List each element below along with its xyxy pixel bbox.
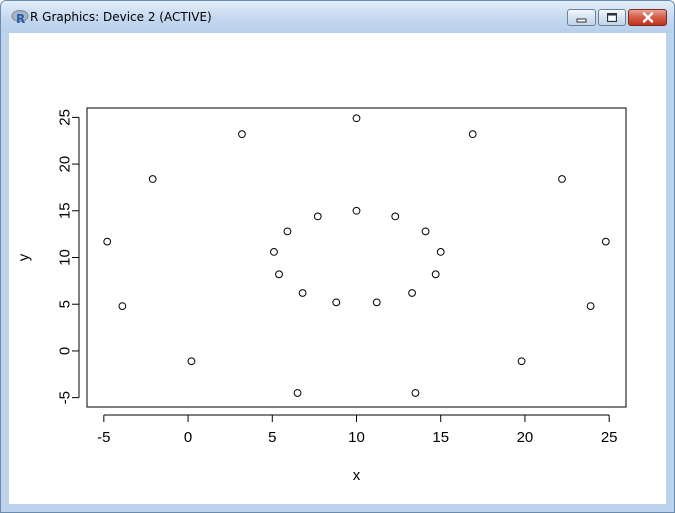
x-tick-label: 20	[517, 429, 534, 446]
data-point	[103, 237, 112, 246]
y-tick-label: 25	[57, 109, 74, 126]
y-tick-label: 15	[57, 202, 74, 219]
data-point	[436, 247, 445, 256]
data-point	[283, 227, 292, 236]
x-tick-label: 25	[601, 429, 618, 446]
data-point	[372, 298, 381, 307]
data-point	[468, 130, 477, 139]
minimize-icon	[576, 18, 586, 22]
y-tick-label: 10	[57, 249, 74, 266]
data-point	[352, 206, 361, 215]
data-point	[332, 298, 341, 307]
maximize-icon	[607, 13, 617, 22]
data-point	[408, 289, 416, 297]
data-point	[275, 270, 283, 279]
data-point	[517, 357, 526, 366]
y-tick-label: -5	[57, 391, 74, 404]
y-tick-label: 0	[57, 347, 74, 355]
scatter-plot: -5 0 5 10 15 20 25 -5 0 5 10 15 20 25 x y	[16, 107, 627, 484]
y-tick-label: 20	[57, 156, 74, 173]
data-point	[298, 289, 307, 297]
x-axis-label: x	[353, 467, 361, 484]
y-tick-label: 5	[57, 300, 74, 308]
data-point	[421, 227, 430, 236]
maximize-button[interactable]	[598, 9, 626, 26]
plot-area: -5 0 5 10 15 20 25 -5 0 5 10 15 20 25 x y	[9, 33, 666, 504]
close-button[interactable]	[628, 9, 667, 26]
x-tick-label: 0	[184, 429, 192, 446]
x-tick-label: 5	[268, 429, 276, 446]
data-point	[238, 130, 246, 139]
data-point	[558, 175, 566, 183]
data-point	[148, 175, 157, 183]
y-axis-label: y	[16, 253, 33, 261]
x-tick-label: -5	[97, 429, 110, 446]
window-title: R Graphics: Device 2 (ACTIVE)	[30, 10, 212, 24]
data-point	[352, 114, 361, 123]
data-point	[601, 237, 610, 246]
data-point	[187, 357, 196, 366]
data-point	[391, 212, 400, 221]
svg-text:R: R	[16, 12, 25, 25]
title-bar[interactable]: R R Graphics: Device 2 (ACTIVE)	[1, 1, 674, 33]
data-point	[586, 302, 595, 310]
data-point	[411, 389, 420, 397]
plot-frame	[86, 107, 627, 408]
data-point	[431, 270, 440, 279]
x-tick-label: 10	[348, 429, 365, 446]
close-icon	[642, 12, 653, 23]
minimize-button[interactable]	[567, 9, 596, 26]
x-tick-label: 15	[432, 429, 449, 446]
data-point	[270, 247, 278, 256]
data-point	[118, 302, 127, 310]
data-point	[313, 212, 322, 221]
data-point	[293, 389, 302, 397]
r-logo-icon: R	[11, 10, 29, 25]
